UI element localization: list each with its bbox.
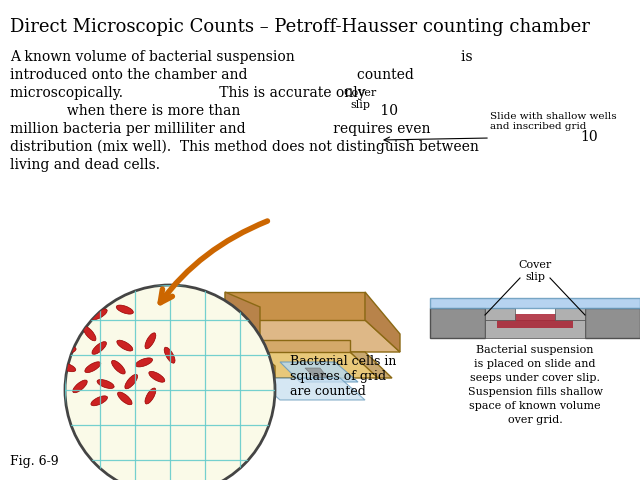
Text: Cover
slip: Cover slip xyxy=(518,260,552,282)
Polygon shape xyxy=(245,340,350,352)
Ellipse shape xyxy=(111,360,125,374)
Polygon shape xyxy=(225,352,275,378)
Ellipse shape xyxy=(116,305,133,314)
Text: Cover
slip: Cover slip xyxy=(344,88,376,109)
FancyBboxPatch shape xyxy=(430,308,485,338)
Ellipse shape xyxy=(149,372,164,382)
Text: living and dead cells.: living and dead cells. xyxy=(10,158,160,172)
Ellipse shape xyxy=(117,340,132,351)
Text: introduced onto the chamber and                         counted: introduced onto the chamber and counted xyxy=(10,68,414,82)
Ellipse shape xyxy=(85,362,100,372)
FancyBboxPatch shape xyxy=(585,308,640,338)
Text: distribution (mix well).  This method does not distinguish between: distribution (mix well). This method doe… xyxy=(10,140,479,155)
FancyBboxPatch shape xyxy=(430,298,640,308)
Polygon shape xyxy=(255,378,365,400)
Ellipse shape xyxy=(59,363,76,372)
Ellipse shape xyxy=(145,388,156,404)
Ellipse shape xyxy=(118,392,132,405)
Polygon shape xyxy=(225,292,365,320)
Ellipse shape xyxy=(164,347,175,363)
Text: Bacterial suspension
is placed on slide and
seeps under cover slip.
Suspension f: Bacterial suspension is placed on slide … xyxy=(467,345,602,425)
Text: Slide with shallow wells
and inscribed grid: Slide with shallow wells and inscribed g… xyxy=(490,112,616,132)
Ellipse shape xyxy=(136,358,152,367)
Ellipse shape xyxy=(92,342,106,354)
Polygon shape xyxy=(225,340,245,352)
Text: A known volume of bacterial suspension                                      is: A known volume of bacterial suspension i… xyxy=(10,50,472,64)
Text: Direct Microscopic Counts – Petroff-Hausser counting chamber: Direct Microscopic Counts – Petroff-Haus… xyxy=(10,18,590,36)
Ellipse shape xyxy=(91,396,108,406)
Polygon shape xyxy=(350,352,392,378)
Polygon shape xyxy=(245,352,380,378)
Text: microscopically.                      This is accurate only: microscopically. This is accurate only xyxy=(10,86,365,100)
Ellipse shape xyxy=(125,374,138,389)
Text: when there is more than                                10: when there is more than 10 xyxy=(10,104,398,118)
FancyBboxPatch shape xyxy=(497,314,573,328)
Polygon shape xyxy=(365,292,400,352)
Polygon shape xyxy=(225,292,260,352)
Polygon shape xyxy=(245,340,275,378)
Text: Bacterial cells in
squares of grid
are counted: Bacterial cells in squares of grid are c… xyxy=(290,355,396,398)
FancyBboxPatch shape xyxy=(555,308,585,320)
Circle shape xyxy=(65,285,275,480)
Text: million bacteria per milliliter and                    requires even: million bacteria per milliliter and requ… xyxy=(10,122,431,136)
Polygon shape xyxy=(305,368,328,378)
Text: Fig. 6-9: Fig. 6-9 xyxy=(10,455,59,468)
Ellipse shape xyxy=(83,326,96,341)
Polygon shape xyxy=(225,320,400,352)
FancyBboxPatch shape xyxy=(485,320,585,338)
Ellipse shape xyxy=(145,333,156,349)
Ellipse shape xyxy=(92,309,107,320)
FancyBboxPatch shape xyxy=(485,308,515,320)
Ellipse shape xyxy=(58,347,76,354)
Polygon shape xyxy=(280,362,358,382)
Ellipse shape xyxy=(73,380,87,393)
Ellipse shape xyxy=(97,380,114,388)
Text: 10: 10 xyxy=(580,130,598,144)
